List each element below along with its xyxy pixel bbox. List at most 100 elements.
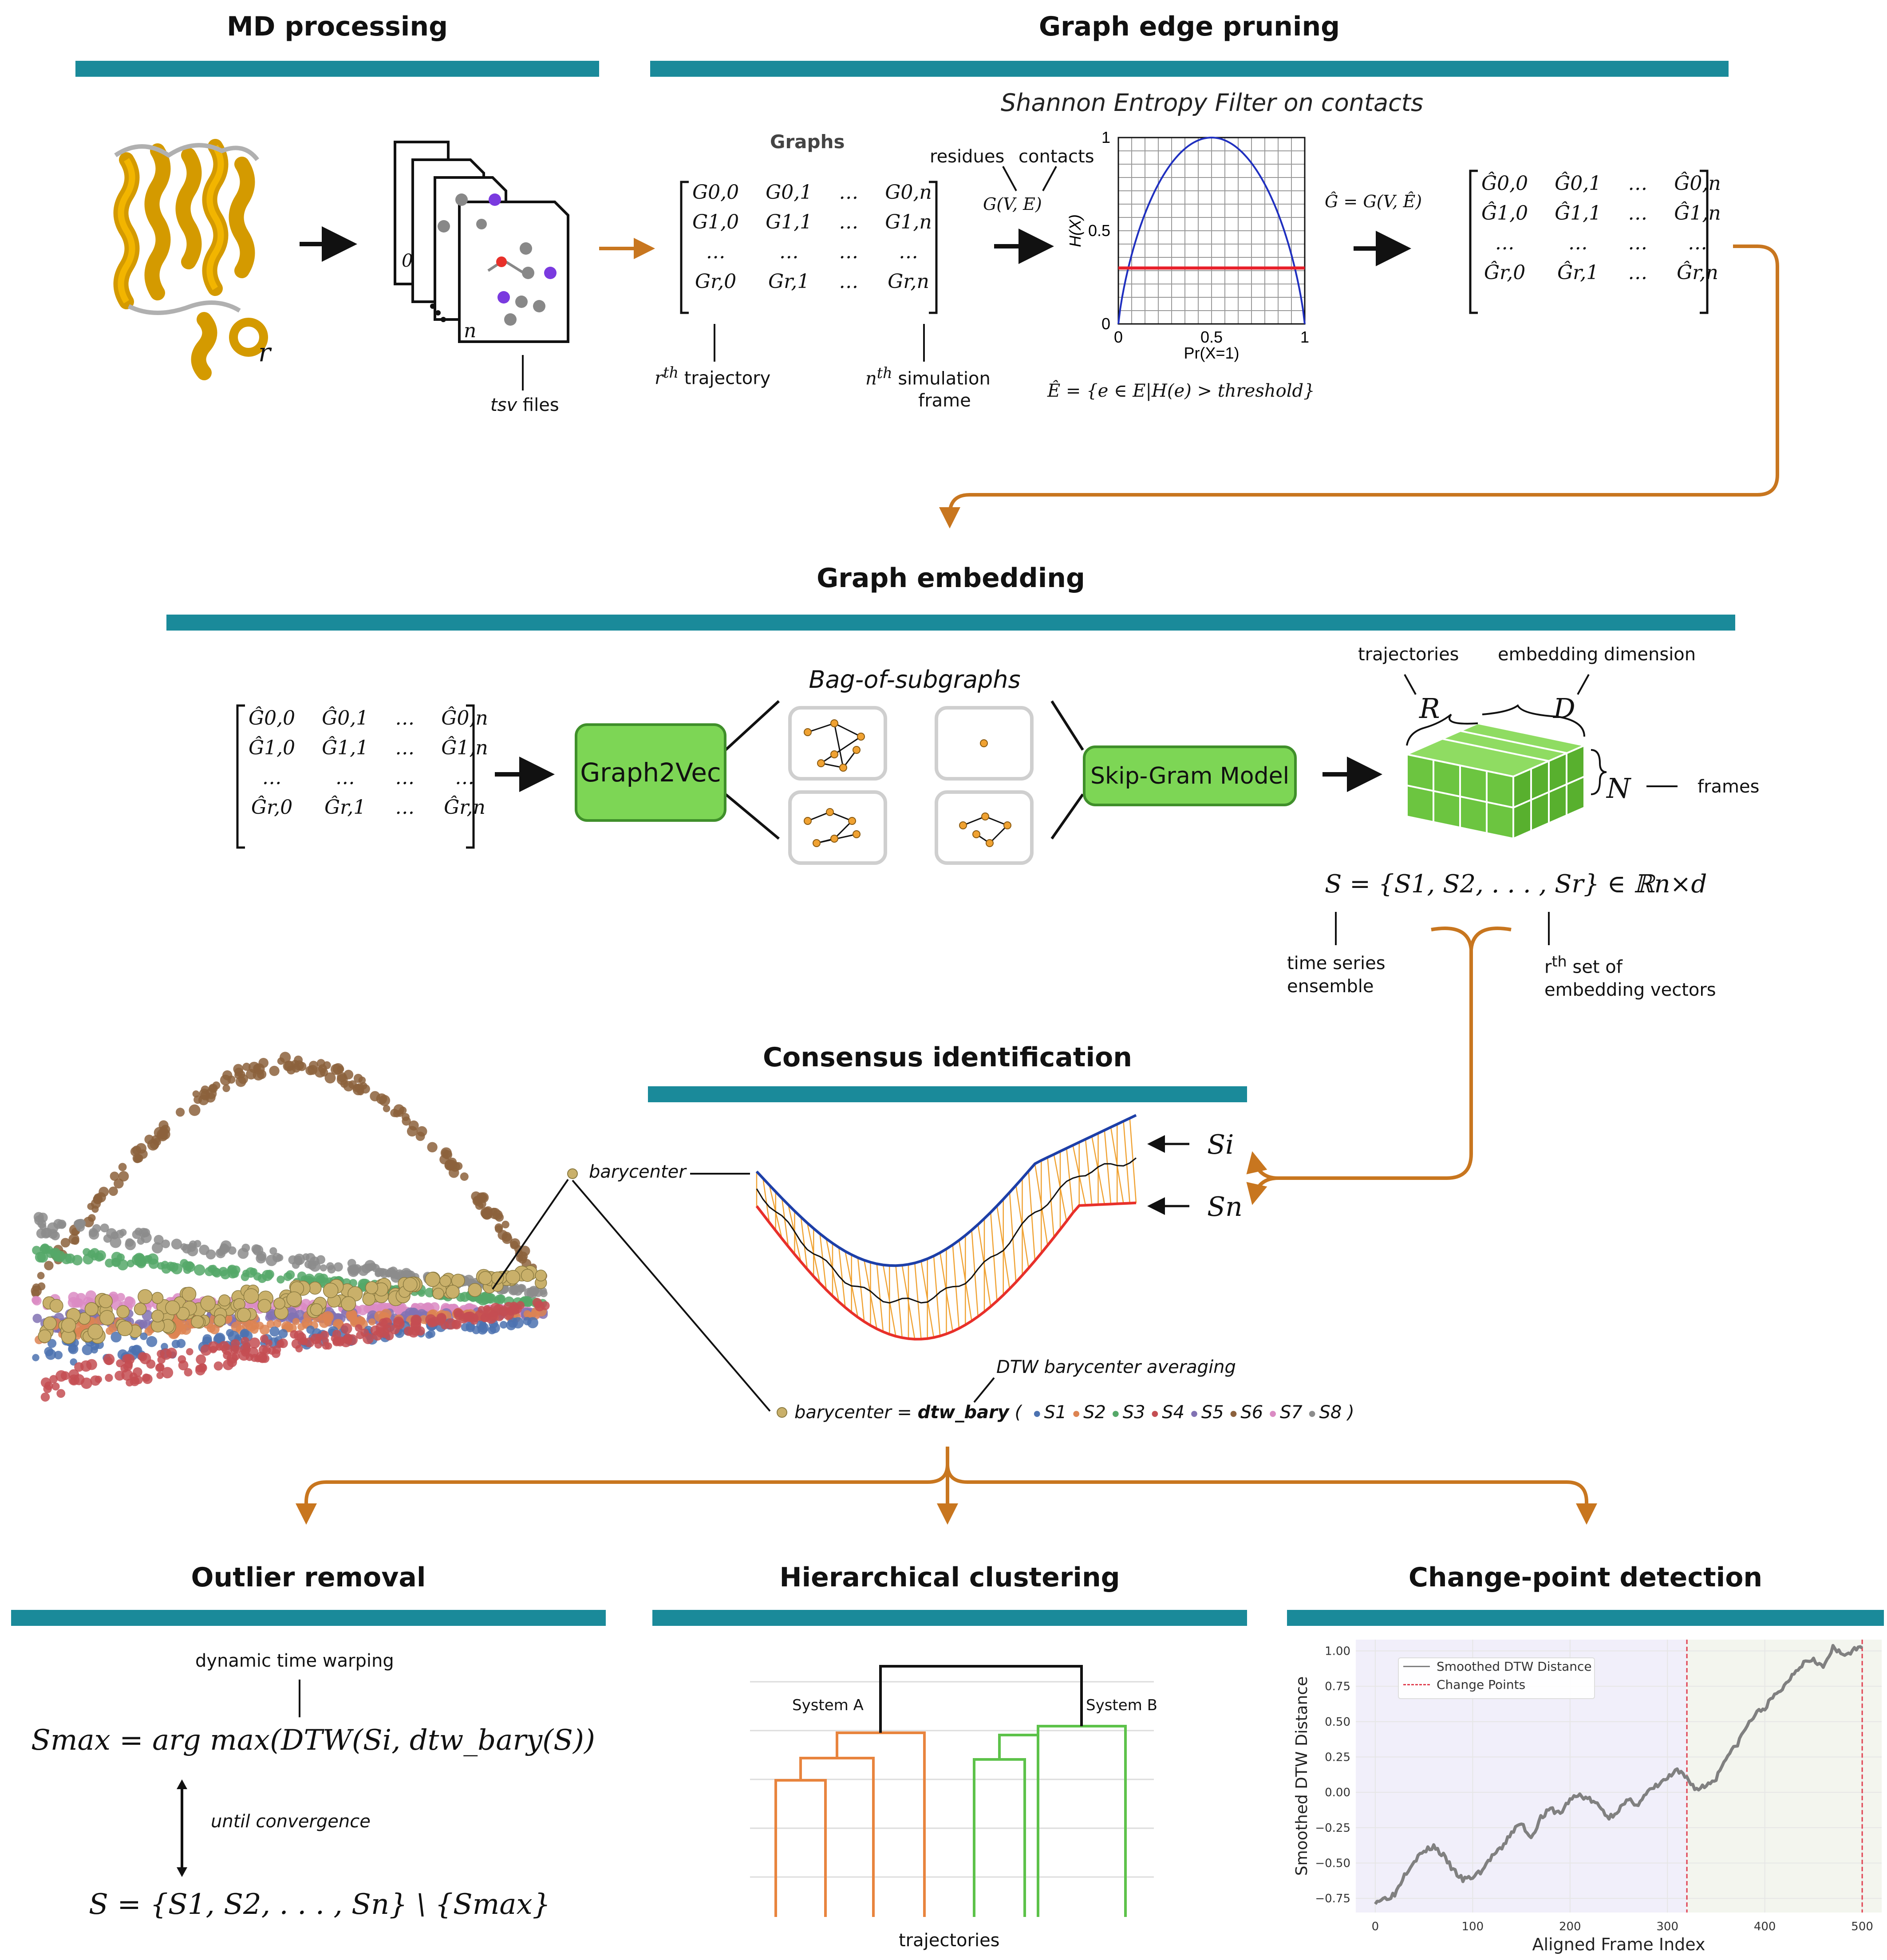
scatter-point — [132, 1153, 142, 1163]
scatter-point — [103, 1353, 115, 1365]
scatter-point — [305, 1065, 315, 1075]
scatter-point — [213, 1361, 223, 1371]
scatter-point — [178, 1355, 186, 1364]
scatter-point — [116, 1359, 124, 1368]
entropy-xlabel: Pr(X=1) — [1184, 344, 1239, 362]
scatter-point — [425, 1331, 433, 1339]
legend-line-swatch — [1403, 1666, 1430, 1667]
scatter-point — [111, 1331, 122, 1343]
scatter-point — [295, 1345, 303, 1353]
g-d1: … — [779, 241, 799, 263]
series-dot: ● — [1191, 1408, 1198, 1418]
g-rn: Gr,n — [888, 270, 929, 293]
scatter-point — [233, 1345, 241, 1354]
connector-skipgram-top — [1050, 700, 1084, 751]
tensor-r-label: R — [1419, 692, 1440, 725]
scatter-point — [292, 1064, 301, 1073]
scatter-point — [405, 1270, 414, 1278]
scatter-point — [309, 1260, 321, 1272]
scatter-point — [541, 1301, 550, 1310]
ge-0n: Ĝ0,n — [441, 707, 488, 730]
scatter-point — [70, 1377, 77, 1385]
ge-rn: Ĝr,n — [444, 796, 486, 819]
scatter-point — [87, 1250, 96, 1258]
embedding-input-matrix: Ĝ0,0 Ĝ0,1 … Ĝ0,n Ĝ1,0 Ĝ1,1 … Ĝ1,n … … … … Ĝr,0 Ĝr,… — [235, 703, 501, 822]
scatter-point — [93, 1195, 102, 1204]
barycenter-point — [535, 1270, 547, 1282]
scatter-point — [184, 1368, 193, 1376]
sn-label: Sn — [1207, 1191, 1243, 1223]
entropy-x-tick: 1 — [1300, 328, 1309, 346]
scatter-point — [111, 1231, 119, 1239]
scatter-point — [341, 1323, 352, 1334]
scatter-point — [227, 1268, 238, 1279]
scatter-point — [54, 1250, 66, 1262]
scatter-point — [205, 1092, 216, 1103]
bar-change-point — [1287, 1610, 1884, 1626]
scatter-point — [488, 1326, 496, 1334]
scatter-point — [199, 1244, 209, 1255]
dtw-warp-link — [990, 1212, 998, 1301]
barycenter-point — [243, 1288, 259, 1304]
scatter-point — [375, 1270, 382, 1278]
g-r0: Gr,0 — [695, 270, 737, 293]
bar-graph-edge-pruning — [650, 61, 1729, 77]
barycenter-point — [432, 1288, 444, 1300]
ge-d1: … — [335, 766, 355, 789]
scatter-point — [124, 1296, 134, 1306]
scatter-point — [360, 1082, 367, 1090]
scatter-point — [136, 1258, 146, 1269]
cp-series-line — [1374, 1644, 1863, 1905]
scatter-point — [130, 1376, 140, 1386]
series-label: S5 — [1201, 1402, 1224, 1423]
ge-01: Ĝ0,1 — [322, 707, 369, 730]
gh-1d: … — [1628, 202, 1648, 225]
title-graph-edge-pruning: Graph edge pruning — [1038, 11, 1340, 42]
hat-graphs-matrix: Ĝ0,0 Ĝ0,1 … Ĝ0,n Ĝ1,0 Ĝ1,1 … Ĝ1,n … … … … Ĝr,0 Ĝr,… — [1468, 169, 1734, 288]
dtw-warp-link — [838, 1247, 846, 1308]
ehat-definition: Ê = {e ∈ E|H(e) > threshold} — [1047, 381, 1315, 401]
scatter-point — [74, 1362, 84, 1372]
scatter-point — [106, 1327, 114, 1335]
g-01: G0,1 — [766, 181, 813, 204]
scatter-point — [72, 1254, 83, 1266]
scatter-point — [501, 1220, 509, 1229]
scatter-point — [125, 1239, 136, 1250]
scatter-point — [390, 1108, 399, 1117]
dtw-warp-link — [819, 1234, 827, 1290]
scatter-point — [82, 1344, 93, 1355]
scatter-point — [407, 1126, 418, 1137]
series-label: S8 — [1319, 1402, 1342, 1423]
scatter-point — [81, 1377, 92, 1389]
scatter-point — [48, 1229, 58, 1239]
barycenter-point — [425, 1272, 440, 1287]
scatter-point — [257, 1251, 267, 1261]
scatter-point — [540, 1290, 548, 1297]
scatter-point — [495, 1225, 503, 1233]
cp-x-tick: 500 — [1851, 1920, 1873, 1933]
cp-legend: Smoothed DTW Distance Change Points — [1398, 1657, 1595, 1699]
scatter-point — [493, 1304, 505, 1316]
title-consensus: Consensus identification — [762, 1042, 1132, 1073]
g-rdots: … — [839, 270, 859, 293]
scatter-point — [45, 1246, 53, 1254]
scatter-point — [358, 1265, 369, 1276]
system-a-label: System A — [792, 1696, 864, 1714]
ellipsis-dots — [430, 304, 446, 322]
scatter-point — [133, 1367, 142, 1377]
scatter-point — [209, 1085, 217, 1092]
scatter-point — [532, 1297, 542, 1308]
scatter-point — [254, 1355, 261, 1363]
scatter-point — [427, 1142, 438, 1152]
cp-y-tick: 0.00 — [1325, 1786, 1350, 1799]
cp-x-tick: 400 — [1754, 1920, 1776, 1933]
scatter-point — [237, 1070, 245, 1078]
residues-leader — [1002, 166, 1017, 191]
rth-set-label: rth set of embedding vectors — [1544, 953, 1716, 1001]
scatter-point — [126, 1259, 135, 1268]
dtw-warp-link — [857, 1258, 865, 1322]
scatter-point — [477, 1294, 489, 1305]
convergence-arrow-up — [177, 1779, 187, 1789]
barycenter-point — [99, 1294, 113, 1309]
series-dot: ● — [1269, 1408, 1276, 1418]
